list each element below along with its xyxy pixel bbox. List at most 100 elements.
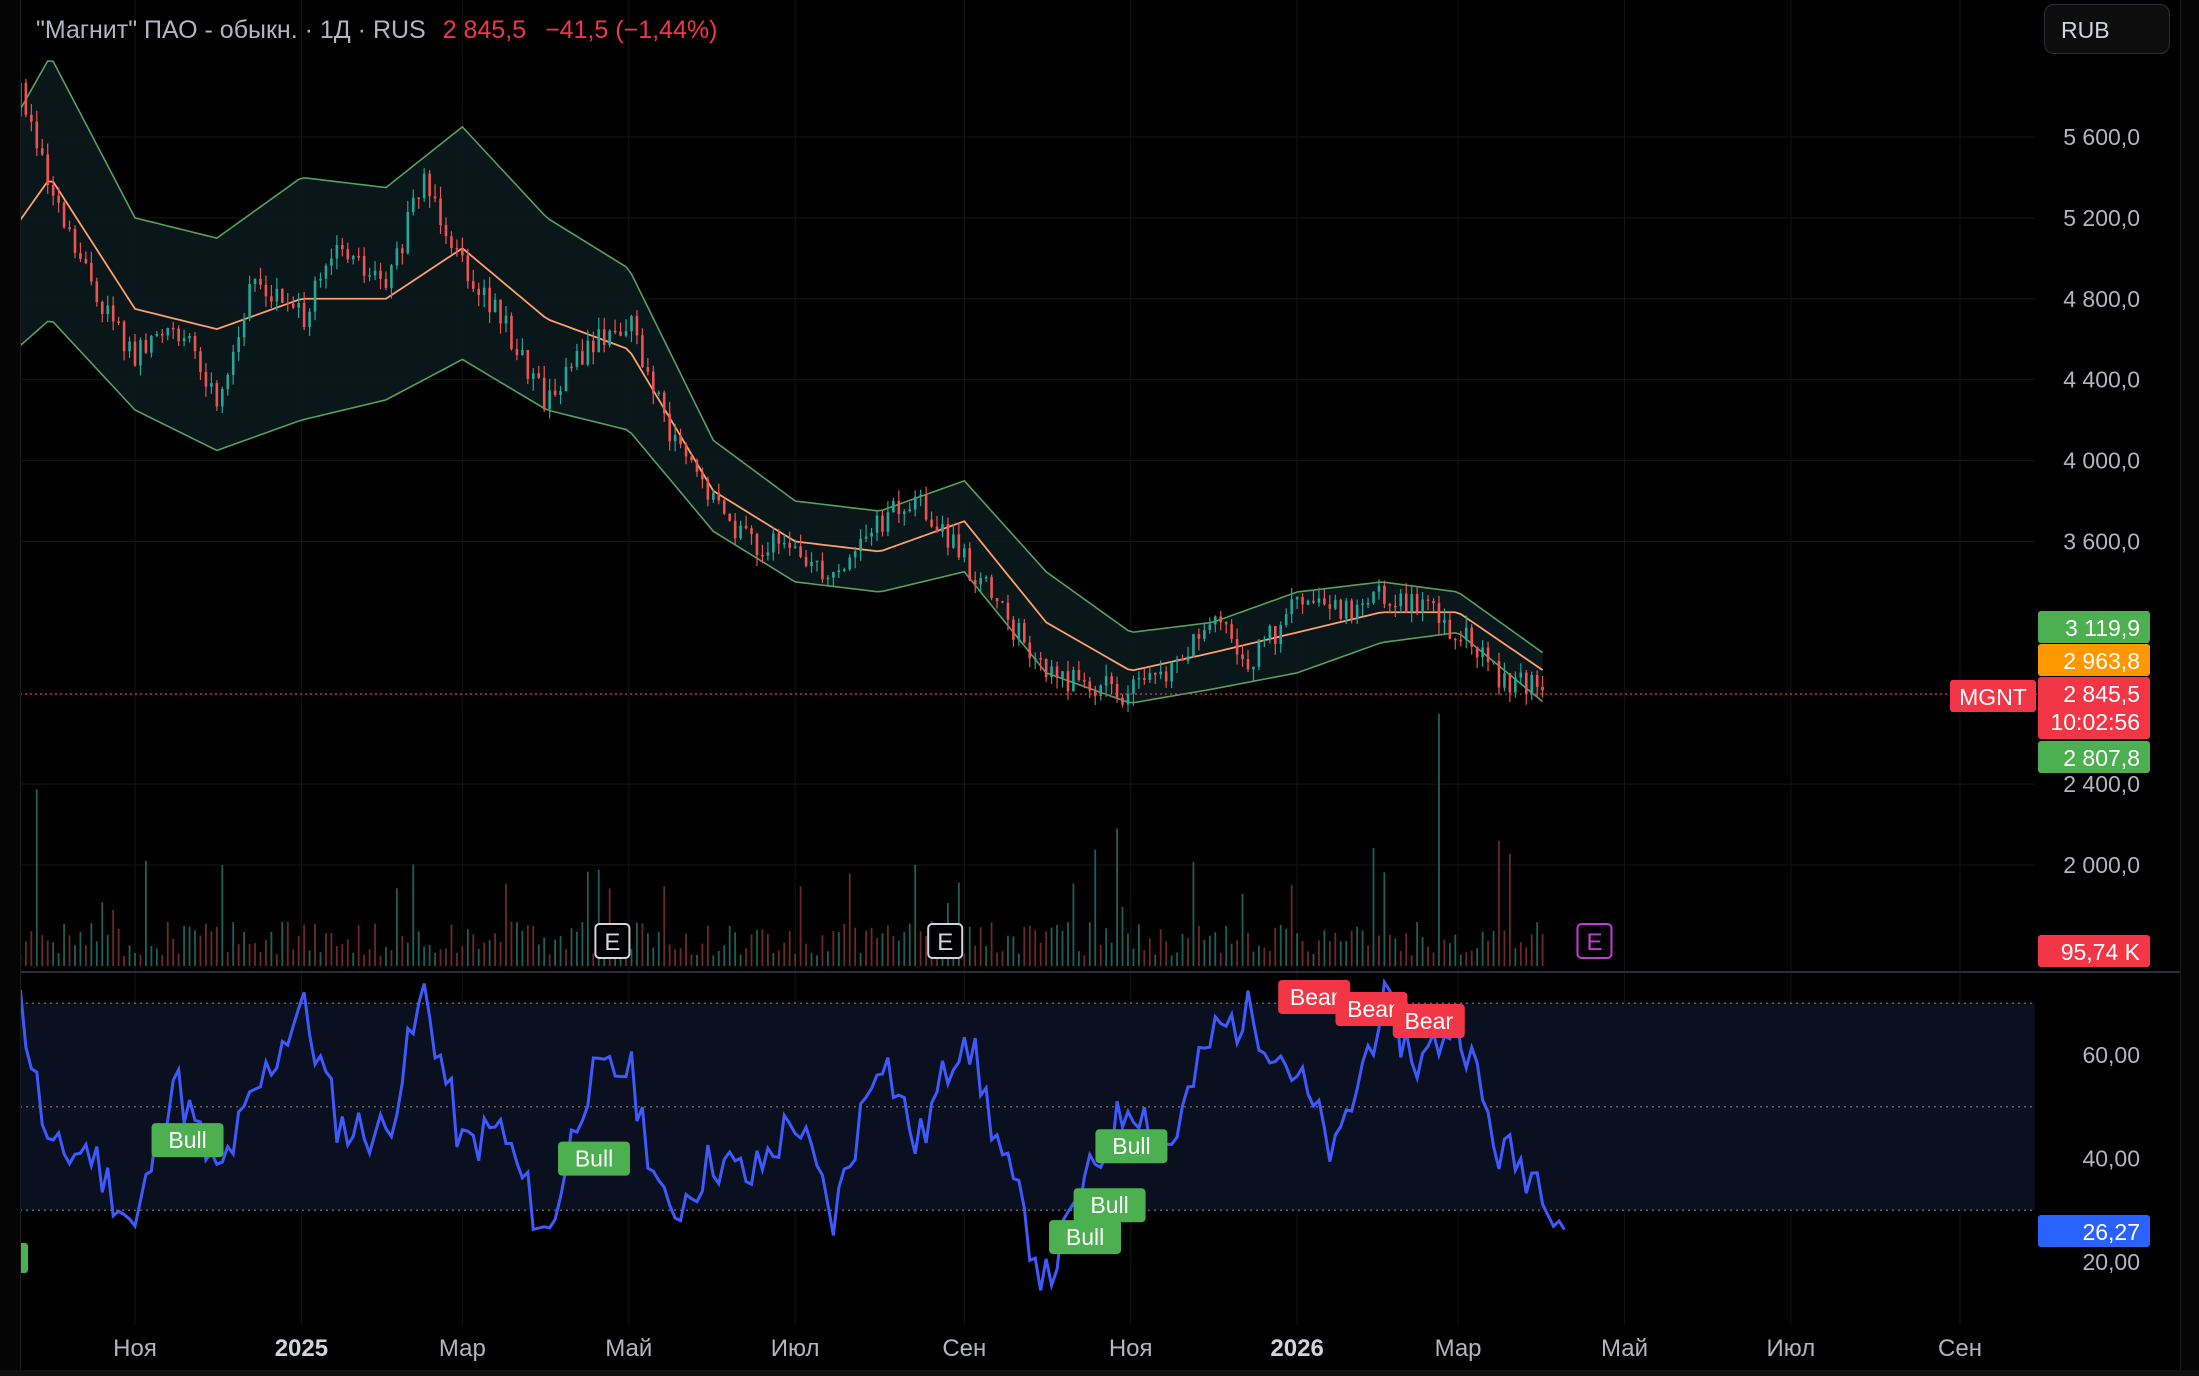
candle-body bbox=[1023, 623, 1026, 643]
candle-body bbox=[608, 330, 611, 345]
volume-bar bbox=[1258, 945, 1260, 966]
candle-body bbox=[717, 492, 721, 501]
rsi-tick-label: 20,00 bbox=[2082, 1249, 2140, 1275]
candle-body bbox=[493, 299, 497, 313]
candle-body bbox=[1394, 605, 1397, 608]
volume-bar bbox=[101, 902, 104, 966]
candle-body bbox=[428, 173, 431, 197]
last-price-badge: 2 845,510:02:56 bbox=[2038, 677, 2150, 739]
candle-body bbox=[892, 500, 895, 513]
earnings-marker[interactable]: E bbox=[1576, 923, 1613, 959]
candle-body bbox=[351, 256, 355, 260]
candle-body bbox=[1388, 603, 1392, 606]
bull-signal: Bull bbox=[1095, 1129, 1168, 1164]
volume-bar bbox=[1508, 853, 1511, 966]
volume-bar bbox=[1476, 948, 1479, 966]
volume-bar bbox=[1334, 932, 1337, 966]
candle-body bbox=[1459, 639, 1463, 642]
volume-bar bbox=[46, 940, 49, 966]
candle-body bbox=[160, 333, 164, 336]
volume-bar bbox=[1023, 926, 1026, 966]
volume-bar bbox=[728, 926, 731, 966]
bb-fill bbox=[0, 60, 1543, 703]
ma-badge-bg bbox=[2038, 644, 2150, 676]
volume-bar bbox=[516, 922, 518, 966]
volume-bar bbox=[1541, 934, 1544, 966]
candle-body bbox=[973, 580, 977, 585]
volume-bar bbox=[461, 946, 464, 966]
volume-bar bbox=[1181, 933, 1184, 966]
candle-body bbox=[586, 340, 590, 365]
candle-body bbox=[100, 301, 104, 314]
volume-bar bbox=[510, 921, 513, 966]
candle-body bbox=[1524, 672, 1528, 695]
candle-body bbox=[253, 278, 257, 285]
volume-bar bbox=[1388, 934, 1391, 966]
time-tick-label: Мар bbox=[1435, 1335, 1482, 1362]
volume-bar bbox=[663, 886, 666, 966]
symbol-title[interactable]: "Магнит" ПАО - обыкн. · 1Д · RUS bbox=[36, 16, 426, 44]
candle-body bbox=[1470, 627, 1473, 647]
earnings-badge[interactable] bbox=[927, 923, 964, 959]
rsi-value-badge: 26,27 bbox=[2038, 1215, 2150, 1247]
rsi-tick-label: 40,00 bbox=[2082, 1146, 2140, 1172]
volume-bar bbox=[297, 935, 300, 966]
earnings-badge[interactable] bbox=[1576, 923, 1613, 959]
candle-body bbox=[1115, 683, 1119, 698]
candle-body bbox=[1241, 654, 1244, 660]
candle-body bbox=[111, 305, 115, 322]
candle-body bbox=[51, 185, 55, 196]
volume-bar bbox=[1208, 935, 1211, 966]
candle-body bbox=[330, 258, 333, 266]
volume-bar bbox=[919, 931, 922, 966]
candle-body bbox=[679, 435, 682, 445]
volume-bar bbox=[1236, 940, 1238, 966]
candle-body bbox=[1492, 661, 1495, 663]
volume-bar bbox=[712, 955, 715, 966]
price-tick-label: 2 400,0 bbox=[2063, 771, 2140, 797]
signal-badge bbox=[1049, 1220, 1122, 1255]
volume-bar bbox=[1268, 951, 1271, 966]
volume-bar bbox=[483, 942, 486, 966]
candle-body bbox=[281, 288, 284, 303]
volume-bar bbox=[996, 952, 998, 966]
candle-body bbox=[62, 202, 66, 228]
volume-bar bbox=[265, 939, 267, 966]
volume-bar bbox=[30, 931, 33, 966]
candle-body bbox=[30, 114, 33, 122]
volume-bar bbox=[281, 921, 284, 966]
time-tick-label: Сен bbox=[1938, 1335, 1982, 1362]
signal-badge bbox=[1073, 1188, 1146, 1223]
volume-bar bbox=[423, 946, 426, 966]
volume-bar bbox=[335, 946, 338, 966]
last-price-badge-bg bbox=[2038, 677, 2150, 739]
candle-body bbox=[488, 287, 491, 313]
volume-bar bbox=[750, 934, 753, 966]
candle-body bbox=[270, 296, 273, 302]
candle-body bbox=[401, 248, 404, 254]
volume-bar bbox=[652, 947, 655, 966]
volume-bar bbox=[1530, 934, 1533, 966]
earnings-marker[interactable]: E bbox=[927, 923, 964, 959]
volume-bar bbox=[248, 943, 251, 966]
volume-bar bbox=[74, 945, 76, 966]
volume-bar bbox=[254, 943, 256, 966]
bollinger-bands bbox=[0, 60, 1544, 704]
candle-body bbox=[1344, 600, 1348, 619]
volume-bar bbox=[205, 923, 207, 966]
candle-body bbox=[1088, 681, 1092, 691]
candle-body bbox=[657, 392, 661, 394]
candle-body bbox=[417, 197, 421, 200]
volume-bar bbox=[395, 888, 398, 966]
volume-bar bbox=[1421, 936, 1424, 966]
candle-body bbox=[739, 525, 742, 539]
currency-button[interactable]: RUB bbox=[2044, 4, 2170, 54]
candle-body bbox=[510, 315, 513, 350]
volume-bar bbox=[35, 789, 38, 966]
candle-body bbox=[1415, 594, 1419, 613]
earnings-badge[interactable] bbox=[594, 923, 631, 959]
earnings-marker[interactable]: E bbox=[594, 923, 631, 959]
candle-body bbox=[1083, 680, 1086, 682]
candle-body bbox=[455, 248, 459, 250]
